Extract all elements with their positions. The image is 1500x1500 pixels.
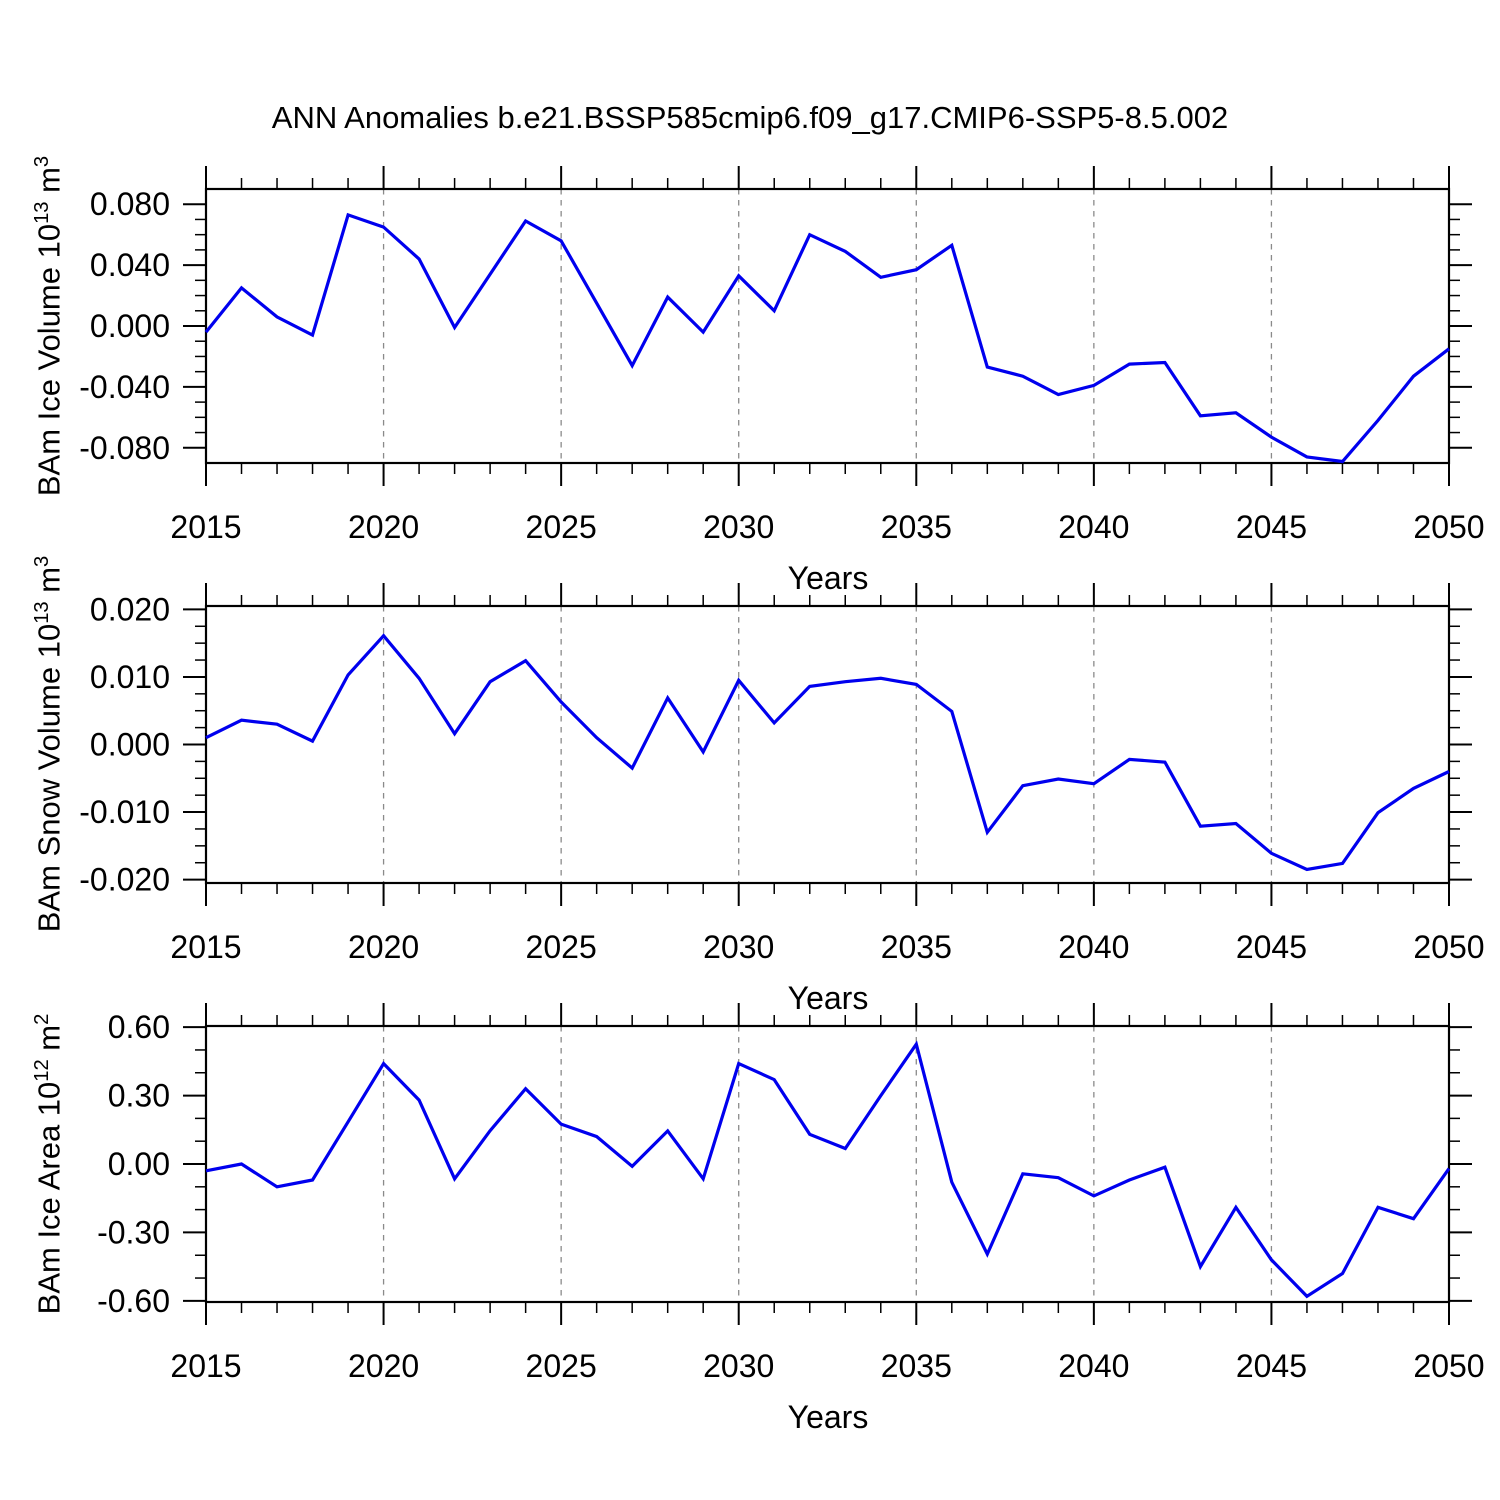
x-axis-title-years-panel3: Years (787, 1399, 869, 1435)
x-tick-label: 2045 (1236, 1348, 1307, 1384)
x-tick-label: 2020 (348, 509, 419, 545)
x-tick-label: 2045 (1236, 929, 1307, 965)
y-tick-label: 0.000 (90, 308, 170, 344)
x-tick-label: 2025 (526, 1348, 597, 1384)
series-line-2 (205, 1040, 1451, 1299)
y-tick-label: 0.60 (108, 1009, 170, 1045)
y-tick-label: 0.00 (108, 1146, 170, 1182)
series-line-0 (204, 212, 1450, 464)
x-tick-label: 2015 (170, 1348, 241, 1384)
x-tick-label: 2020 (348, 1348, 419, 1384)
x-tick-label: 2030 (703, 509, 774, 545)
x-tick-label: 2050 (1413, 1348, 1484, 1384)
series-line-1 (205, 633, 1450, 872)
y-tick-label: 0.080 (90, 186, 170, 222)
x-tick-label: 2030 (703, 1348, 774, 1384)
x-tick-label: 2050 (1413, 929, 1484, 965)
y-tick-label: -0.040 (79, 369, 170, 405)
x-axis-title-years-panel1: Years (787, 560, 869, 596)
x-tick-label: 2035 (881, 1348, 952, 1384)
chart-title: ANN Anomalies b.e21.BSSP585cmip6.f09_g17… (271, 100, 1229, 135)
y-tick-label: -0.020 (79, 862, 170, 898)
x-tick-label: 2050 (1413, 509, 1484, 545)
x-tick-label: 2030 (703, 929, 774, 965)
x-tick-label: 2040 (1058, 1348, 1129, 1384)
x-tick-label: 2040 (1058, 929, 1129, 965)
x-tick-label: 2045 (1236, 509, 1307, 545)
y-tick-label: 0.010 (90, 659, 170, 695)
y-tick-label: -0.60 (97, 1283, 170, 1319)
panel-frame (204, 187, 1451, 465)
x-tick-label: 2015 (170, 929, 241, 965)
x-tick-label: 2025 (526, 929, 597, 965)
y-tick-label: -0.080 (79, 430, 170, 466)
y-tick-label: 0.040 (90, 247, 170, 283)
x-tick-label: 2040 (1058, 509, 1129, 545)
x-tick-label: 2025 (526, 509, 597, 545)
x-axis-title-years-panel2: Years (787, 980, 869, 1016)
x-tick-label: 2035 (881, 509, 952, 545)
y-tick-label: -0.30 (97, 1214, 170, 1250)
x-tick-label: 2020 (348, 929, 419, 965)
y-tick-label: -0.010 (79, 794, 170, 830)
y-tick-label: 0.020 (90, 591, 170, 627)
y-tick-label: 0.000 (90, 727, 170, 763)
x-tick-label: 2035 (881, 929, 952, 965)
panel-frame (204, 1024, 1451, 1304)
x-tick-label: 2015 (170, 509, 241, 545)
y-tick-label: 0.30 (108, 1078, 170, 1114)
